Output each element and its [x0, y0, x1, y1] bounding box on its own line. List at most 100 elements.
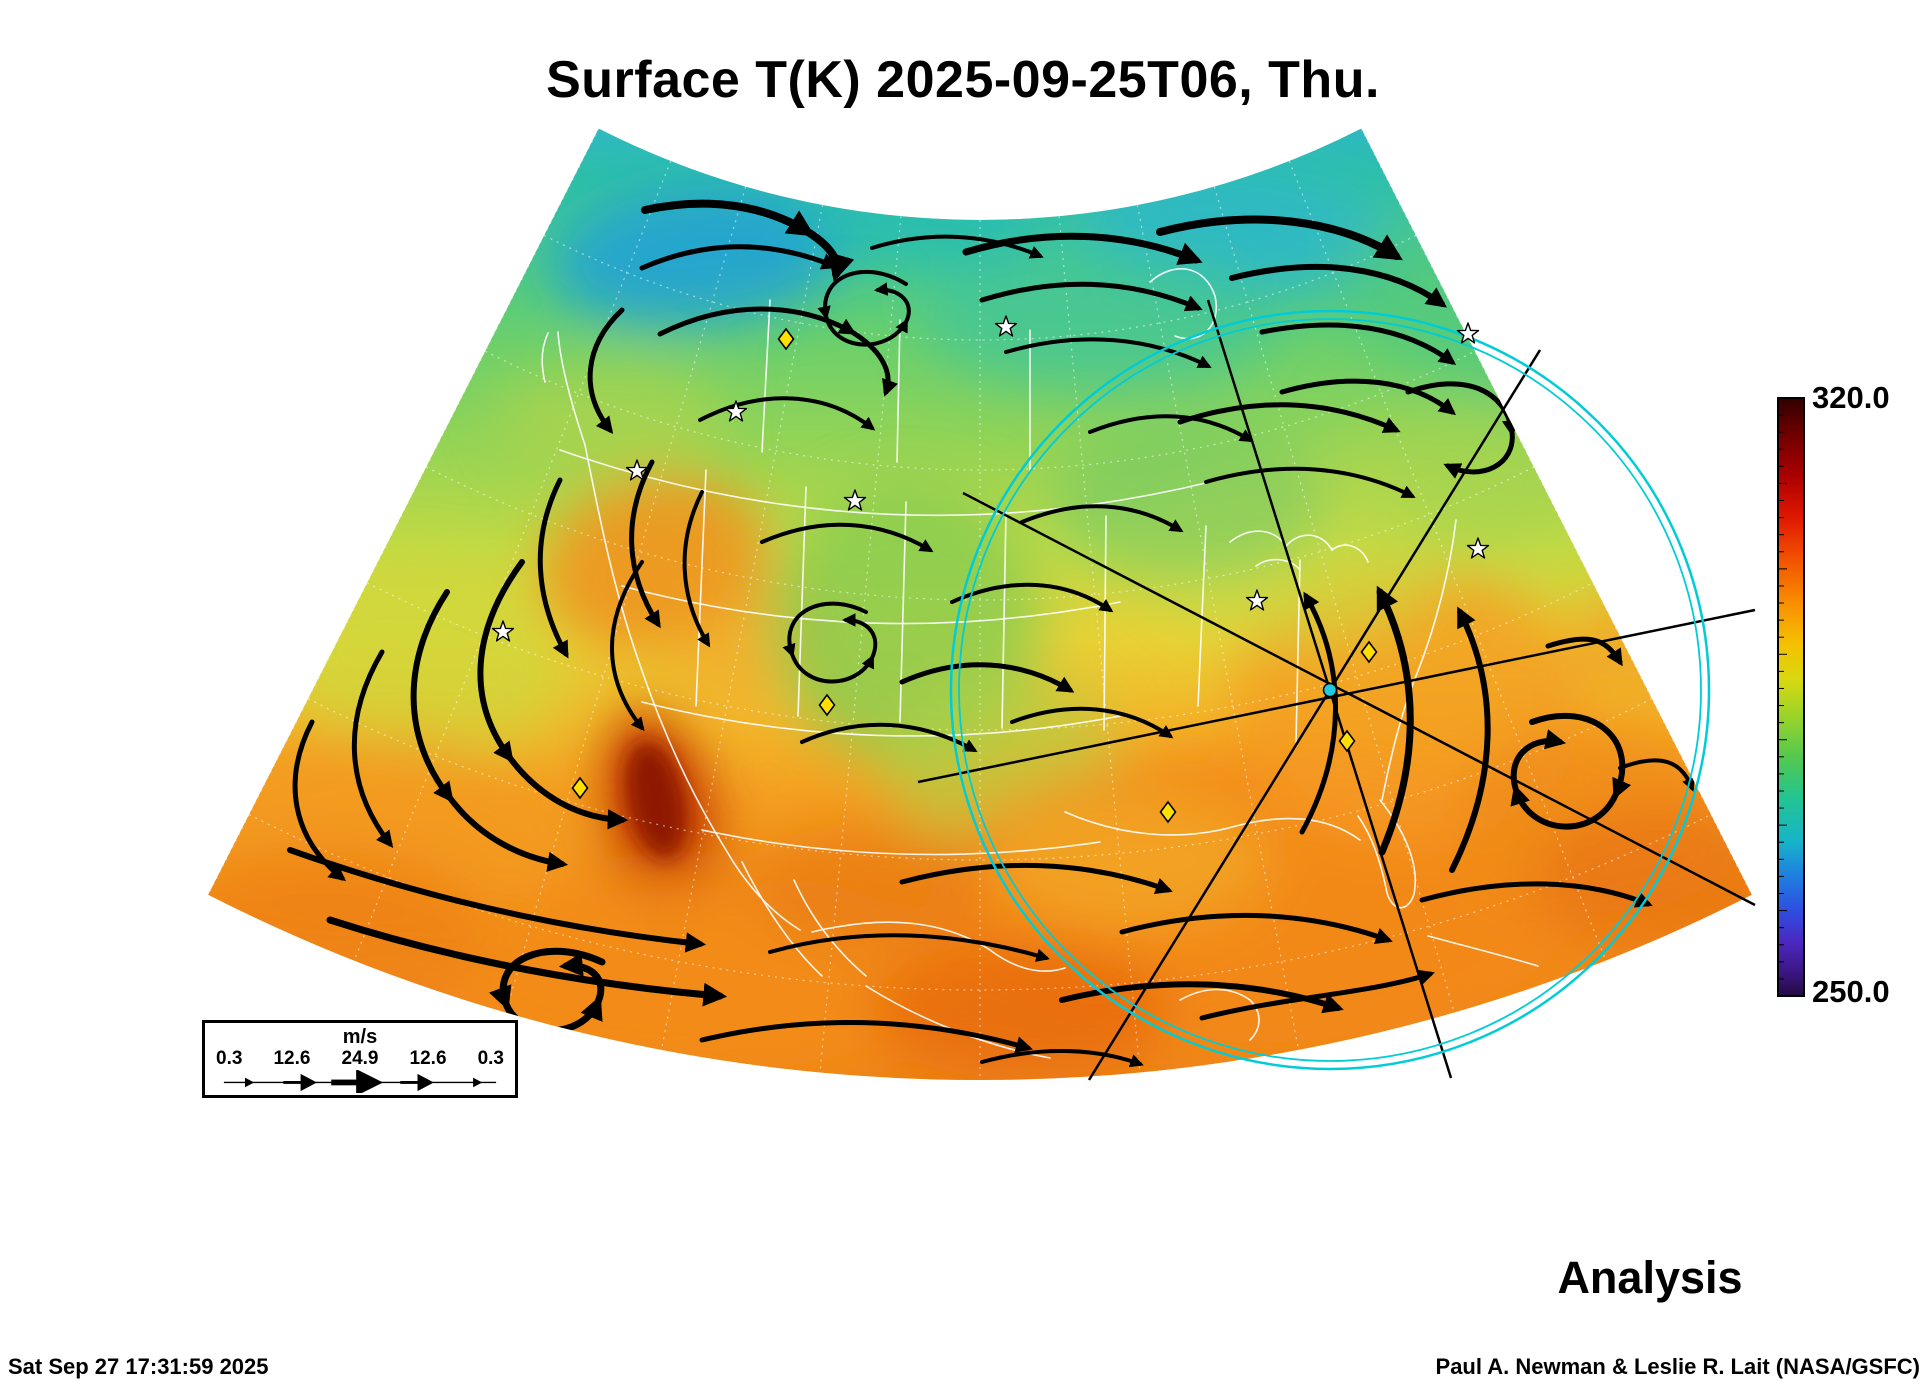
- wind-legend-tick-labels: 0.3 12.6 24.9 12.6 0.3: [216, 1048, 504, 1070]
- colorbar-frame: [1777, 397, 1805, 997]
- crosshair-line: [962, 491, 1756, 907]
- wind-tick-label: 0.3: [477, 1048, 504, 1069]
- temperature-blob: [800, 160, 1060, 270]
- temperature-blob: [1570, 585, 1752, 705]
- colorbar: [1777, 397, 1805, 997]
- wind-tick-label: 12.6: [273, 1048, 311, 1069]
- wind-streamline: [587, 307, 625, 435]
- wind-streamline: [1156, 215, 1403, 261]
- range-ring-inner: [958, 318, 1702, 1062]
- wind-streamline: [782, 601, 878, 684]
- wind-streamline: [899, 662, 1075, 693]
- map-border-line: [1357, 799, 1416, 909]
- star-marker: [1245, 589, 1269, 611]
- wind-streamline: [699, 1020, 1033, 1053]
- wind-streamline: [817, 269, 911, 347]
- wind-barb-scale-icon: [223, 1070, 497, 1093]
- wind-speed-legend: m/s 0.3 12.6 24.9 12.6 0.3: [202, 1020, 518, 1098]
- wind-tick-label: 0.3: [216, 1048, 243, 1069]
- temperature-blob: [208, 850, 490, 1020]
- wind-streamline: [1199, 969, 1435, 1021]
- wind-streamline: [1004, 337, 1212, 368]
- wind-streamline: [1376, 585, 1414, 856]
- map-border-line: [1229, 530, 1369, 571]
- temperature-blob: [541, 474, 769, 656]
- range-ring-outer: [949, 309, 1711, 1071]
- diamond-marker: [1159, 800, 1177, 824]
- coastline-border-layer: [541, 267, 1539, 1059]
- wind-streamline: [870, 234, 1044, 259]
- star-marker: [724, 400, 748, 422]
- ring-center-dot: [1322, 682, 1338, 698]
- temperature-blob: [1050, 420, 1330, 580]
- map-border-line: [741, 861, 867, 977]
- generation-timestamp: Sat Sep 27 17:31:59 2025: [8, 1354, 269, 1379]
- wind-streamline: [768, 933, 1050, 962]
- wind-streamline: [1204, 466, 1416, 498]
- diamond-marker: [818, 693, 836, 717]
- wind-streamline: [950, 582, 1114, 613]
- wind-streamline: [698, 396, 876, 431]
- wind-streamline: [1618, 758, 1695, 792]
- temperature-blob: [870, 940, 1170, 1080]
- temperature-blob: [920, 250, 1280, 390]
- wind-streamline: [410, 589, 569, 872]
- map-border-line: [1064, 811, 1361, 841]
- wind-streamline: [287, 847, 707, 953]
- map-border-line: [1381, 519, 1457, 801]
- station-marker-layer: [491, 315, 1490, 824]
- star-marker: [994, 315, 1018, 337]
- map-border-line: [559, 449, 1211, 517]
- wind-streamline: [610, 560, 645, 732]
- wind-streamline: [1419, 881, 1653, 908]
- temperature-blob: [750, 825, 990, 945]
- map-border-line: [1427, 935, 1539, 967]
- wind-streamline: [760, 522, 934, 553]
- graticule-parallel: [425, 466, 1535, 601]
- colorbar-max-label: 320.0: [1812, 380, 1890, 415]
- map-border-line: [1149, 267, 1218, 340]
- star-marker: [491, 620, 515, 642]
- wind-streamline: [1405, 381, 1519, 479]
- wind-streamline: [962, 232, 1203, 265]
- temperature-blob: [990, 790, 1270, 930]
- map-border-line: [584, 444, 801, 931]
- wind-streamline: [980, 1048, 1144, 1068]
- wind-streamline: [537, 477, 569, 659]
- hot-spot-core: [625, 741, 687, 859]
- temperature-blob: [495, 360, 725, 480]
- wind-streamline: [1177, 402, 1401, 433]
- wind-streamline: [1010, 706, 1174, 739]
- wind-streamline: [1119, 912, 1393, 944]
- colorbar-min-label: 250.0: [1812, 974, 1890, 1009]
- crosshair-line: [1087, 349, 1542, 1081]
- graticule-parallel: [543, 234, 1417, 341]
- wind-streamline: [1088, 414, 1254, 443]
- wind-streamline: [979, 281, 1203, 312]
- wind-streamline: [639, 244, 839, 271]
- wind-streamline-layer: [287, 199, 1695, 1068]
- diamond-marker: [1360, 640, 1378, 664]
- plot-title: Surface T(K) 2025-09-25T06, Thu.: [546, 51, 1380, 109]
- crosshair-line: [917, 608, 1756, 784]
- wind-streamline: [1279, 378, 1456, 416]
- wind-streamline: [1020, 504, 1184, 533]
- wind-streamline: [477, 559, 629, 830]
- wind-streamline: [1229, 264, 1447, 308]
- wind-streamline: [351, 649, 394, 849]
- wind-streamline: [682, 490, 711, 648]
- colorbar-gradient: [1778, 398, 1804, 996]
- wind-streamline: [1449, 606, 1491, 873]
- map-border-line: [695, 469, 1107, 731]
- wind-legend-units-label: m/s: [342, 1026, 378, 1048]
- star-marker: [1466, 537, 1490, 559]
- wind-tick-label: 24.9: [341, 1048, 379, 1069]
- wind-streamline: [899, 862, 1173, 894]
- wind-streamline: [1545, 636, 1623, 667]
- wind-tick-label: 12.6: [409, 1048, 447, 1069]
- map-border-line: [541, 331, 586, 446]
- wind-streamline: [1259, 322, 1457, 366]
- map-border-line: [761, 299, 1031, 471]
